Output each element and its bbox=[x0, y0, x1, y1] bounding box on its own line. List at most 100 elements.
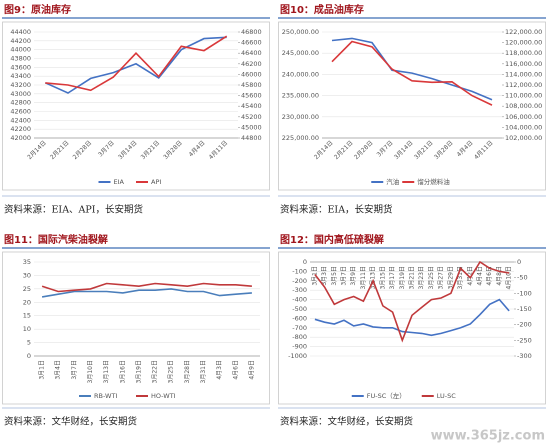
y-tick-label: 43200 bbox=[10, 81, 31, 89]
y-tick-label: 20 bbox=[23, 298, 31, 306]
y-tick-label: 43000 bbox=[10, 90, 31, 98]
x-tick-label: 3月4日 bbox=[55, 360, 62, 380]
panel-title: 图9：原油库存 bbox=[4, 3, 71, 16]
x-tick-label: 4月6日 bbox=[486, 266, 493, 286]
y2-tick-label: 0 bbox=[517, 258, 521, 266]
y-tick-label: 0 bbox=[303, 258, 307, 266]
y-tick-label: 42600 bbox=[10, 108, 31, 116]
x-tick-label: 3月27日 bbox=[438, 266, 445, 289]
legend-label: 馏分燃料油 bbox=[417, 177, 450, 186]
y2-tick-label: 112,000.00 bbox=[505, 81, 542, 89]
panel-title: 图10：成品油库存 bbox=[280, 3, 364, 16]
y-tick-label: 235,000.00 bbox=[282, 92, 319, 100]
y-tick-label: -600 bbox=[292, 314, 307, 322]
watermark: www.365jz.com bbox=[431, 429, 545, 444]
x-tick-label: 3月17日 bbox=[389, 266, 396, 289]
x-tick-label: 3月31日 bbox=[200, 360, 207, 383]
series-line bbox=[44, 36, 227, 94]
legend-label: API bbox=[151, 178, 161, 186]
y2-tick-label: 102,000.00 bbox=[505, 134, 542, 142]
x-tick-label: 3月28日 bbox=[184, 360, 191, 383]
x-tick-label: 4月10日 bbox=[506, 266, 513, 289]
y-tick-label: 230,000.00 bbox=[282, 113, 319, 121]
y-tick-label: 42200 bbox=[10, 125, 31, 133]
y2-tick-label: 46800 bbox=[241, 28, 262, 36]
y-tick-label: 5 bbox=[27, 339, 31, 347]
x-tick-label: 3月13日 bbox=[370, 266, 377, 289]
y2-tick-label: 45600 bbox=[241, 92, 262, 100]
x-tick-label: 3月25日 bbox=[428, 266, 435, 289]
source-note: 资料来源：EIA，长安期货 bbox=[280, 204, 393, 216]
y-tick-label: -900 bbox=[292, 343, 307, 351]
y2-tick-label: -200 bbox=[517, 321, 532, 329]
y-tick-label: -400 bbox=[292, 296, 307, 304]
x-tick-label: 4月8日 bbox=[496, 266, 503, 286]
x-tick-label: 3月22日 bbox=[152, 360, 159, 383]
y-tick-label: 42400 bbox=[10, 116, 31, 124]
legend-label: HO-WTI bbox=[151, 392, 176, 400]
y2-tick-label: 46200 bbox=[241, 60, 262, 68]
x-tick-label: 3月23日 bbox=[418, 266, 425, 289]
y-tick-label: 10 bbox=[23, 325, 31, 333]
x-tick-label: 3月7日 bbox=[71, 360, 78, 380]
y2-tick-label: -300 bbox=[517, 352, 532, 360]
y-tick-label: 43400 bbox=[10, 72, 31, 80]
y2-tick-label: 114,000.00 bbox=[505, 70, 542, 78]
y2-tick-label: 45800 bbox=[241, 81, 262, 89]
y-tick-label: 240,000.00 bbox=[282, 70, 319, 78]
y2-tick-label: 44800 bbox=[241, 134, 262, 142]
y-tick-label: -100 bbox=[292, 267, 307, 275]
y-tick-label: -700 bbox=[292, 324, 307, 332]
legend-label: 汽油 bbox=[386, 177, 399, 186]
source-note: 资料来源：文华财经，长安期货 bbox=[280, 416, 413, 428]
y2-tick-label: -50 bbox=[517, 274, 528, 282]
y-tick-label: 15 bbox=[23, 312, 31, 320]
x-tick-label: 3月3日 bbox=[321, 266, 328, 286]
y2-tick-label: 118,000.00 bbox=[505, 49, 542, 57]
chart-frame bbox=[2, 251, 270, 405]
y2-tick-label: -250 bbox=[517, 336, 532, 344]
y2-tick-label: 46600 bbox=[241, 39, 262, 47]
y-tick-label: 225,000.00 bbox=[282, 134, 319, 142]
x-tick-label: 3月19日 bbox=[399, 266, 406, 289]
panel-title: 图12：国内高低硫裂解 bbox=[280, 233, 384, 246]
y2-tick-label: 108,000.00 bbox=[505, 102, 542, 110]
x-tick-label: 4月4日 bbox=[477, 266, 484, 286]
y-tick-label: 25 bbox=[23, 285, 31, 293]
legend-label: EIA bbox=[114, 178, 125, 186]
x-tick-label: 3月21日 bbox=[409, 266, 416, 289]
y2-tick-label: 122,000.00 bbox=[505, 28, 542, 36]
y-tick-label: 44000 bbox=[10, 46, 31, 54]
legend-label: FU-SC（左） bbox=[367, 391, 406, 400]
x-tick-label: 3月9日 bbox=[350, 266, 357, 286]
y2-tick-label: 46400 bbox=[241, 49, 262, 57]
y2-tick-label: 106,000.00 bbox=[505, 113, 542, 121]
x-tick-label: 3月15日 bbox=[379, 266, 386, 289]
y-tick-label: 245,000.00 bbox=[282, 49, 319, 57]
y2-tick-label: 45000 bbox=[241, 123, 262, 131]
y2-tick-label: 104,000.00 bbox=[505, 123, 542, 131]
source-note: 资料来源：EIA、API，长安期货 bbox=[4, 204, 143, 216]
legend-label: LU-SC bbox=[437, 392, 457, 400]
y-tick-label: 0 bbox=[27, 352, 31, 360]
y-tick-label: 42000 bbox=[10, 134, 31, 142]
x-tick-label: 3月13日 bbox=[103, 360, 110, 383]
y2-tick-label: 45400 bbox=[241, 102, 262, 110]
legend-label: RB-WTI bbox=[94, 392, 117, 400]
x-tick-label: 4月9日 bbox=[248, 360, 255, 380]
x-tick-label: 4月3日 bbox=[216, 360, 223, 380]
x-tick-label: 3月1日 bbox=[39, 360, 46, 380]
series-line bbox=[331, 40, 493, 106]
y-tick-label: 44400 bbox=[10, 28, 31, 36]
x-tick-label: 3月5日 bbox=[331, 266, 338, 286]
y2-tick-label: 45200 bbox=[241, 113, 262, 121]
y-tick-label: -200 bbox=[292, 277, 307, 285]
series-line bbox=[331, 37, 493, 101]
series-line bbox=[314, 298, 510, 337]
y2-tick-label: 46000 bbox=[241, 70, 262, 78]
source-note: 资料来源：文华财经，长安期货 bbox=[4, 416, 137, 428]
y-tick-label: 250,000.00 bbox=[282, 28, 319, 36]
y-tick-label: -500 bbox=[292, 305, 307, 313]
series-line bbox=[41, 288, 252, 298]
y2-tick-label: 110,000.00 bbox=[505, 92, 542, 100]
